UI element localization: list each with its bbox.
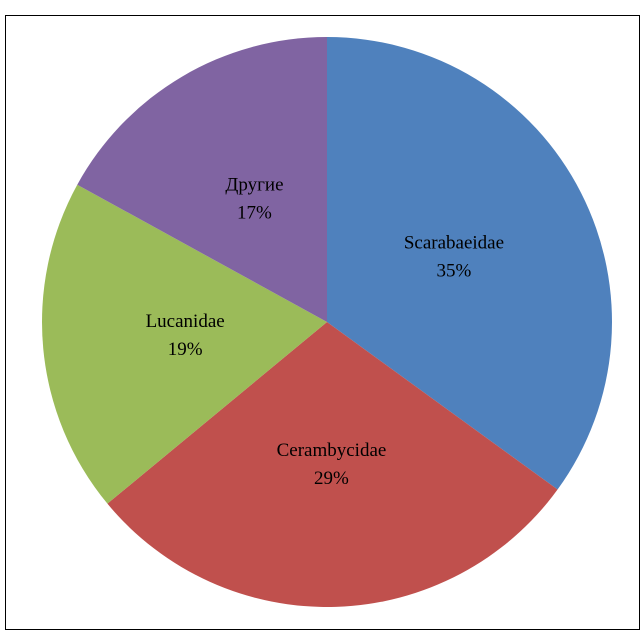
pie-slice — [327, 37, 612, 490]
slice-category-label: Другие — [225, 175, 283, 196]
pie-slice — [77, 37, 327, 322]
slice-value-label: 35% — [437, 261, 472, 282]
slice-value-label: 29% — [314, 468, 349, 489]
slice-value-label: 19% — [168, 339, 203, 360]
slice-category-label: Cerambycidae — [277, 440, 387, 461]
pie-slice — [41, 184, 327, 504]
slice-category-label: Lucanidae — [146, 311, 225, 332]
pie-slice — [107, 322, 558, 608]
slice-value-label: 17% — [237, 203, 272, 224]
slice-category-label: Scarabaeidae — [404, 233, 504, 254]
